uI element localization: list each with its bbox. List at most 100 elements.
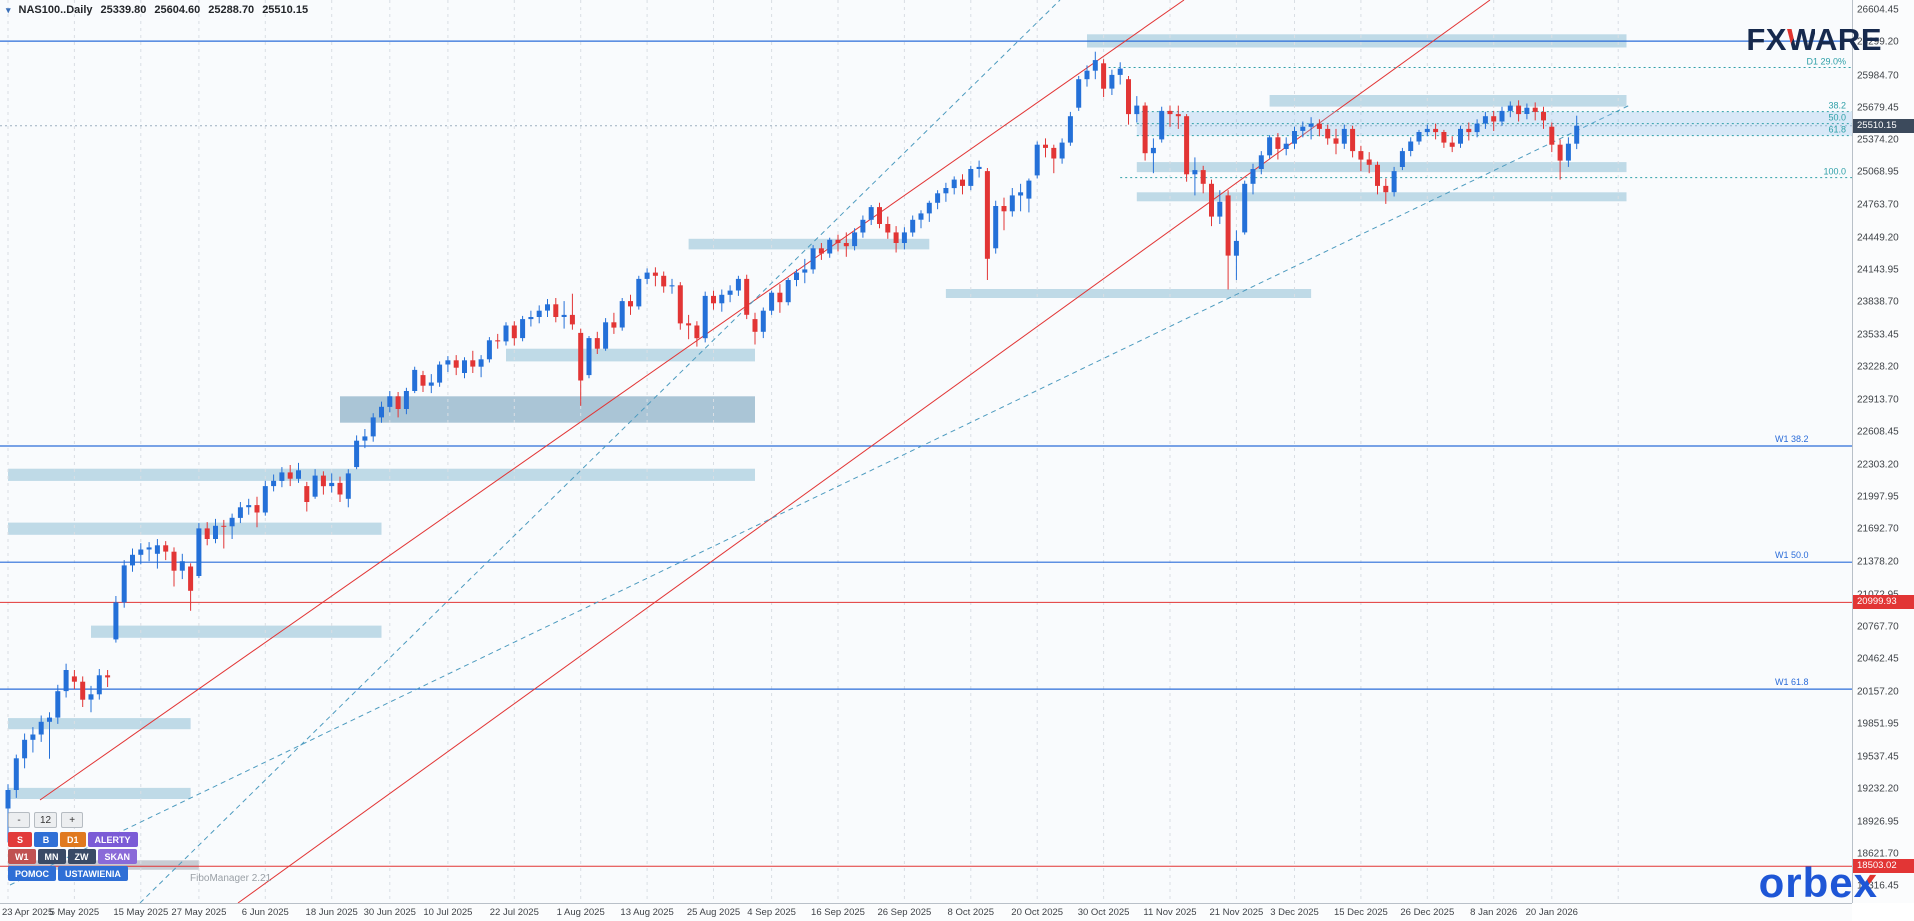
candle-body bbox=[1126, 79, 1131, 115]
price-axis-label: 22303.20 bbox=[1857, 459, 1899, 471]
candle-body bbox=[379, 406, 384, 418]
candle-body bbox=[1391, 171, 1397, 193]
supply-demand-zone bbox=[8, 860, 199, 870]
candle-body bbox=[760, 310, 766, 332]
ohlc-close: 25510.15 bbox=[262, 4, 309, 16]
candle-body bbox=[644, 272, 650, 279]
candle-body bbox=[885, 224, 891, 233]
supply-demand-zone bbox=[8, 787, 191, 799]
time-axis-label: 30 Oct 2025 bbox=[1077, 907, 1130, 918]
time-axis-label: 10 Jul 2025 bbox=[423, 907, 473, 918]
candle-body bbox=[1026, 180, 1032, 199]
candle-body bbox=[619, 301, 625, 328]
candle-body bbox=[1275, 137, 1281, 149]
zoom-in-button[interactable]: + bbox=[61, 812, 84, 828]
candle-body bbox=[453, 360, 459, 368]
candle-body bbox=[1549, 126, 1555, 145]
time-axis-label: 23 Apr 2025 bbox=[2, 907, 54, 918]
price-axis-label: 25679.45 bbox=[1857, 102, 1899, 114]
candle-body bbox=[860, 219, 866, 233]
candle-body bbox=[727, 290, 733, 295]
panel-buttons: S B D1 ALERTY W1 MN ZW SKAN POMOC USTAWIENIA bbox=[8, 832, 138, 881]
candle-body bbox=[1524, 107, 1530, 114]
candle-body bbox=[1541, 111, 1546, 121]
candle-body bbox=[960, 179, 965, 186]
price-axis-label: 18316.45 bbox=[1857, 881, 1899, 892]
candle-body bbox=[984, 171, 990, 259]
price-axis[interactable]: 26604.45 26299.20 25984.70 25679.45 25374.20… bbox=[1852, 0, 1914, 903]
time-axis[interactable]: 23 Apr 2025 5 May 2025 15 May 2025 27 May 2… bbox=[0, 903, 1852, 921]
candle-body bbox=[345, 473, 351, 499]
button-mn[interactable]: MN bbox=[37, 849, 66, 864]
candle-body bbox=[1175, 114, 1181, 117]
candle-body bbox=[711, 295, 716, 304]
candle-body bbox=[163, 545, 169, 552]
candle-body bbox=[1067, 116, 1073, 143]
button-skan[interactable]: SKAN bbox=[97, 849, 138, 864]
supply-demand-zone bbox=[8, 468, 755, 481]
time-axis-label: 6 Jun 2025 bbox=[241, 907, 289, 918]
fibonacci-level-label: 38.2 bbox=[1828, 101, 1846, 111]
zoom-out-button[interactable]: - bbox=[8, 812, 30, 828]
symbol-dropdown-icon[interactable]: ▾ bbox=[6, 4, 11, 15]
candle-body bbox=[1416, 132, 1422, 142]
candle-body bbox=[445, 360, 451, 365]
candle-body bbox=[246, 505, 252, 508]
candle-body bbox=[462, 360, 467, 373]
orbex-logo: orbex bbox=[1759, 859, 1878, 907]
candle-body bbox=[204, 528, 210, 539]
ohlc-low: 25288.70 bbox=[208, 4, 255, 16]
button-pomoc[interactable]: POMOC bbox=[8, 866, 57, 881]
candle-body bbox=[1574, 125, 1580, 144]
candle-body bbox=[561, 314, 567, 317]
candle-body bbox=[1499, 110, 1505, 122]
candle-body bbox=[503, 325, 509, 342]
candle-body bbox=[47, 717, 52, 722]
orbex-logo-x: x bbox=[1853, 859, 1878, 906]
button-ustawienia[interactable]: USTAWIENIA bbox=[58, 866, 128, 881]
candle-body bbox=[893, 232, 899, 243]
candle-body bbox=[437, 364, 443, 383]
candle-body bbox=[1117, 68, 1123, 75]
zoom-value-button[interactable]: 12 bbox=[34, 812, 58, 828]
candle-body bbox=[22, 739, 28, 759]
candle-body bbox=[412, 369, 418, 391]
candle-body bbox=[918, 213, 924, 220]
price-chart[interactable]: W1 38.2 W1 50.0 W1 61.8 D1 29.0% 38.2 50.0 61.… bbox=[0, 0, 1852, 903]
candle-body bbox=[5, 790, 11, 809]
candle-body bbox=[785, 280, 791, 303]
button-alerty[interactable]: ALERTY bbox=[87, 832, 138, 847]
time-axis-label: 30 Jun 2025 bbox=[363, 907, 416, 918]
candle-body bbox=[1458, 128, 1463, 144]
candle-body bbox=[744, 278, 750, 315]
supply-demand-zone bbox=[688, 238, 930, 250]
price-axis-label: 21378.20 bbox=[1857, 556, 1899, 568]
candle-body bbox=[968, 169, 974, 186]
supply-demand-zone bbox=[1269, 95, 1627, 107]
candle-body bbox=[769, 292, 775, 311]
candle-body bbox=[55, 691, 61, 718]
candle-body bbox=[1267, 137, 1273, 156]
candle-body bbox=[154, 545, 160, 554]
button-s[interactable]: S bbox=[8, 832, 32, 847]
supply-demand-zone bbox=[945, 289, 1312, 298]
price-axis-label: 21997.95 bbox=[1857, 491, 1899, 503]
candle-body bbox=[694, 325, 700, 339]
candle-body bbox=[835, 239, 841, 243]
button-d1[interactable]: D1 bbox=[60, 832, 86, 847]
button-w1[interactable]: W1 bbox=[8, 849, 36, 864]
candle-body bbox=[719, 294, 725, 304]
candle-body bbox=[387, 396, 393, 407]
candle-body bbox=[536, 310, 542, 317]
symbol-info-bar: ▾ NAS100..Daily 25339.80 25604.60 25288.… bbox=[6, 4, 308, 16]
button-b[interactable]: B bbox=[34, 832, 58, 847]
supply-demand-zone bbox=[8, 522, 382, 535]
button-zw[interactable]: ZW bbox=[67, 849, 96, 864]
dashed-trendline bbox=[9, 104, 1631, 886]
price-axis-label: 20462.45 bbox=[1857, 653, 1899, 665]
current-price-tag: 25510.15 bbox=[1853, 118, 1914, 133]
panel-button-row: W1 MN ZW SKAN bbox=[8, 849, 138, 864]
candle-body bbox=[254, 505, 260, 513]
candle-body bbox=[943, 188, 949, 194]
candle-body bbox=[1316, 123, 1322, 129]
